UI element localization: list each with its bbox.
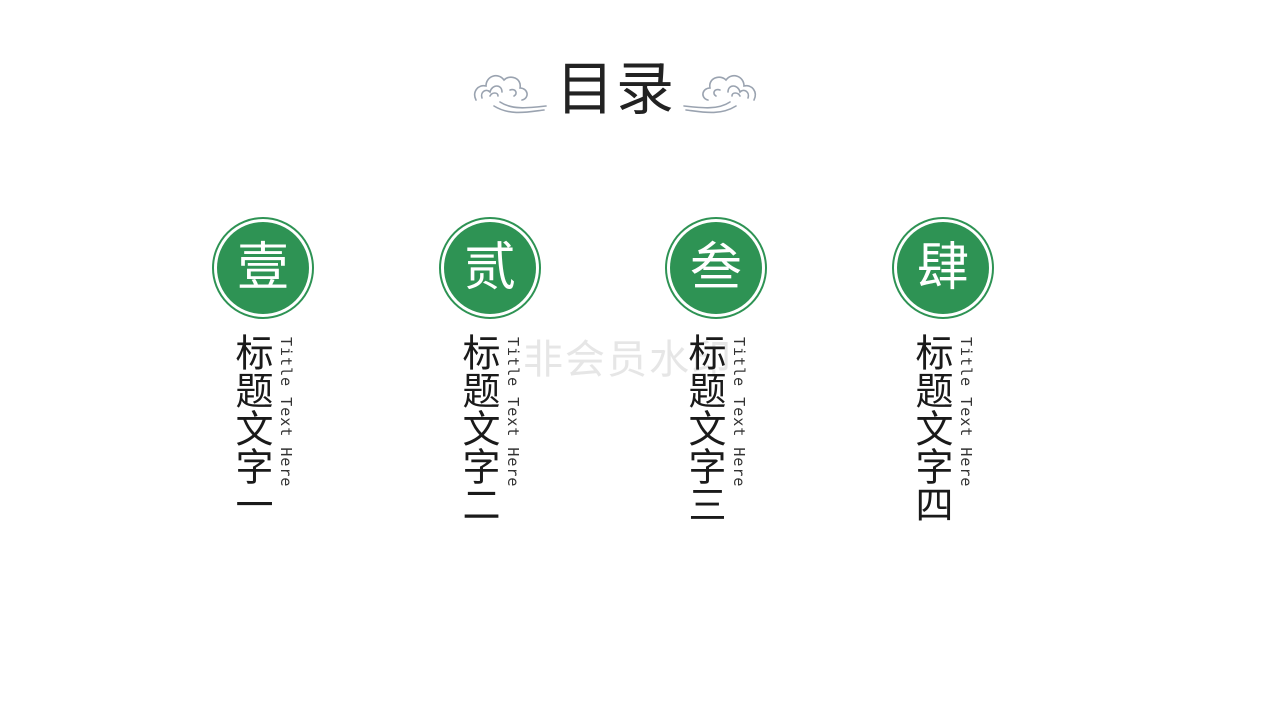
toc-section-1[interactable]: 壹 标题文字一 Title Text Here: [212, 217, 318, 547]
section-title-cn: 标题文字二: [456, 333, 500, 523]
watermark: 非会员水印: [523, 337, 733, 383]
page-title: 目录: [555, 55, 676, 123]
cloud-ornament-icon: [473, 74, 547, 114]
toc-section-4[interactable]: 肆 标题文字四 Title Text Here: [892, 217, 998, 547]
section-title-en: Title Text Here: [957, 337, 975, 488]
section-badge: 肆: [892, 217, 994, 319]
toc-section-3[interactable]: 叁 标题文字三 Title Text Here: [665, 217, 771, 547]
cloud-ornament-icon: [683, 74, 757, 114]
section-title-cn: 标题文字四: [909, 333, 953, 523]
section-badge: 贰: [439, 217, 541, 319]
toc-section-2[interactable]: 贰 标题文字二 Title Text Here: [439, 217, 545, 547]
section-badge-label: 叁: [670, 222, 762, 314]
section-title-en: Title Text Here: [504, 337, 522, 488]
section-title-en: Title Text Here: [277, 337, 295, 488]
section-badge-label: 贰: [444, 222, 536, 314]
section-badge: 叁: [665, 217, 767, 319]
section-title-en: Title Text Here: [730, 337, 748, 488]
section-badge-label: 壹: [217, 222, 309, 314]
title-block: 目录: [470, 55, 762, 128]
section-badge: 壹: [212, 217, 314, 319]
section-title-cn: 标题文字一: [229, 333, 273, 523]
section-badge-label: 肆: [897, 222, 989, 314]
section-title-cn: 标题文字三: [682, 333, 726, 523]
